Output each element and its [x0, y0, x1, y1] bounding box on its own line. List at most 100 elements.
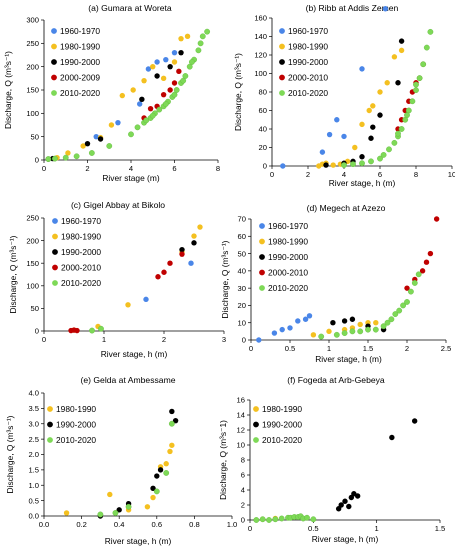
- legend-marker: [52, 280, 58, 286]
- x-tick-label: 1.5: [435, 524, 446, 533]
- data-point: [395, 80, 401, 86]
- data-point: [330, 320, 336, 326]
- y-tick-label: 50: [31, 132, 39, 141]
- data-point: [150, 485, 156, 492]
- data-point: [326, 328, 332, 335]
- data-point: [116, 507, 122, 513]
- legend-marker: [51, 74, 57, 81]
- x-tick-label: 8: [414, 170, 418, 179]
- data-point: [171, 59, 178, 65]
- data-point: [407, 288, 414, 295]
- panel-f: (f) Fogeda at Arb-Gebeya 0 0.5 1 1.5 0 2 4 6 8 10 1…: [218, 375, 445, 544]
- data-point: [366, 107, 372, 114]
- x-tick-label: 1.5: [363, 344, 374, 353]
- data-point: [380, 323, 387, 330]
- legend-entry: 1960-1970: [60, 26, 100, 36]
- data-point: [128, 131, 134, 138]
- y-tick-label: 0: [35, 156, 39, 165]
- data-point: [398, 47, 405, 54]
- data-point: [341, 133, 347, 140]
- data-point: [341, 318, 348, 324]
- y-tick-label: 250: [26, 214, 39, 223]
- data-point: [143, 117, 150, 124]
- data-point: [404, 299, 410, 305]
- data-point: [359, 154, 365, 160]
- data-point: [162, 101, 169, 107]
- data-point: [180, 77, 187, 84]
- data-point: [178, 35, 184, 42]
- data-point: [388, 316, 395, 323]
- data-point: [88, 150, 95, 156]
- data-point: [280, 163, 286, 169]
- x-tick-label: 4: [342, 170, 346, 179]
- x-tick-label: 6: [378, 170, 382, 179]
- data-point: [167, 63, 173, 70]
- legend-marker: [52, 218, 58, 224]
- legend-entry: 1980-1990: [262, 404, 302, 414]
- data-point: [106, 143, 113, 149]
- legend-entry: 1980-1990: [288, 42, 328, 52]
- data-point: [354, 493, 361, 499]
- data-point: [310, 516, 317, 523]
- y-tick-label: 2.5: [28, 435, 39, 444]
- x-tick-label: 2: [306, 170, 310, 179]
- legend-entry: 2010-2020: [268, 283, 308, 293]
- y-tick-label: 3.0: [28, 419, 39, 428]
- x-tick-label: 2: [85, 164, 89, 173]
- panel-a: (a) Gumara at Woreta 0 2 4 6 8 0 50 100 150 200 250…: [3, 3, 220, 183]
- chart-title: (d) Megech at Azezo: [307, 203, 386, 213]
- data-point: [163, 470, 170, 476]
- data-point: [386, 146, 392, 153]
- y-axis-label: Discharge, Q (m³s⁻¹): [8, 235, 18, 313]
- legend-marker: [51, 43, 57, 50]
- data-point: [169, 408, 175, 415]
- y-tick-label: 16: [237, 396, 245, 405]
- y-tick-label: 250: [26, 39, 39, 48]
- data-point: [156, 106, 163, 113]
- data-point: [161, 269, 167, 275]
- data-point: [173, 87, 180, 93]
- data-point: [278, 515, 285, 522]
- x-tick-label: 0.5: [308, 524, 319, 533]
- data-point: [416, 75, 423, 82]
- y-tick-label: 0: [241, 516, 245, 525]
- y-tick-label: 0.5: [28, 496, 39, 505]
- data-point: [108, 122, 115, 128]
- data-point: [389, 434, 395, 441]
- data-point: [172, 417, 179, 424]
- x-tick-label: 2: [162, 335, 166, 344]
- data-point: [382, 6, 389, 12]
- x-tick-label: 0: [270, 170, 274, 179]
- legend-entry: 2000-2010: [268, 268, 308, 278]
- y-tick-label: 100: [26, 109, 39, 118]
- data-point: [377, 89, 383, 95]
- data-point: [188, 59, 195, 65]
- data-point: [349, 328, 356, 335]
- data-point: [178, 49, 184, 56]
- data-point: [115, 119, 121, 126]
- data-point: [404, 285, 410, 291]
- data-point: [171, 80, 178, 86]
- data-point: [184, 33, 191, 40]
- data-point: [191, 240, 197, 246]
- data-point: [400, 302, 406, 309]
- y-axis-label: Discharge, Q (m³s⁻¹): [3, 51, 13, 129]
- legend-marker: [253, 406, 259, 412]
- data-point: [65, 150, 71, 156]
- legend-entry: 1980-1990: [60, 42, 100, 52]
- x-tick-label: 0: [249, 344, 253, 353]
- data-point: [398, 126, 405, 132]
- y-tick-label: 3.5: [28, 404, 39, 413]
- chart-title: (a) Gumara at Woreta: [88, 3, 172, 13]
- data-point: [119, 92, 126, 99]
- data-point: [279, 326, 285, 333]
- data-point: [349, 316, 356, 322]
- data-point: [259, 516, 266, 523]
- data-point: [144, 504, 151, 510]
- legend-marker: [259, 238, 265, 245]
- legend-marker: [279, 43, 285, 50]
- legend-entry: 1990-2000: [262, 420, 302, 430]
- legend-entry: 2010-2020: [262, 435, 302, 445]
- y-axis-label: Discharge, Q (m³s⁻¹): [233, 53, 243, 131]
- data-point: [338, 502, 344, 508]
